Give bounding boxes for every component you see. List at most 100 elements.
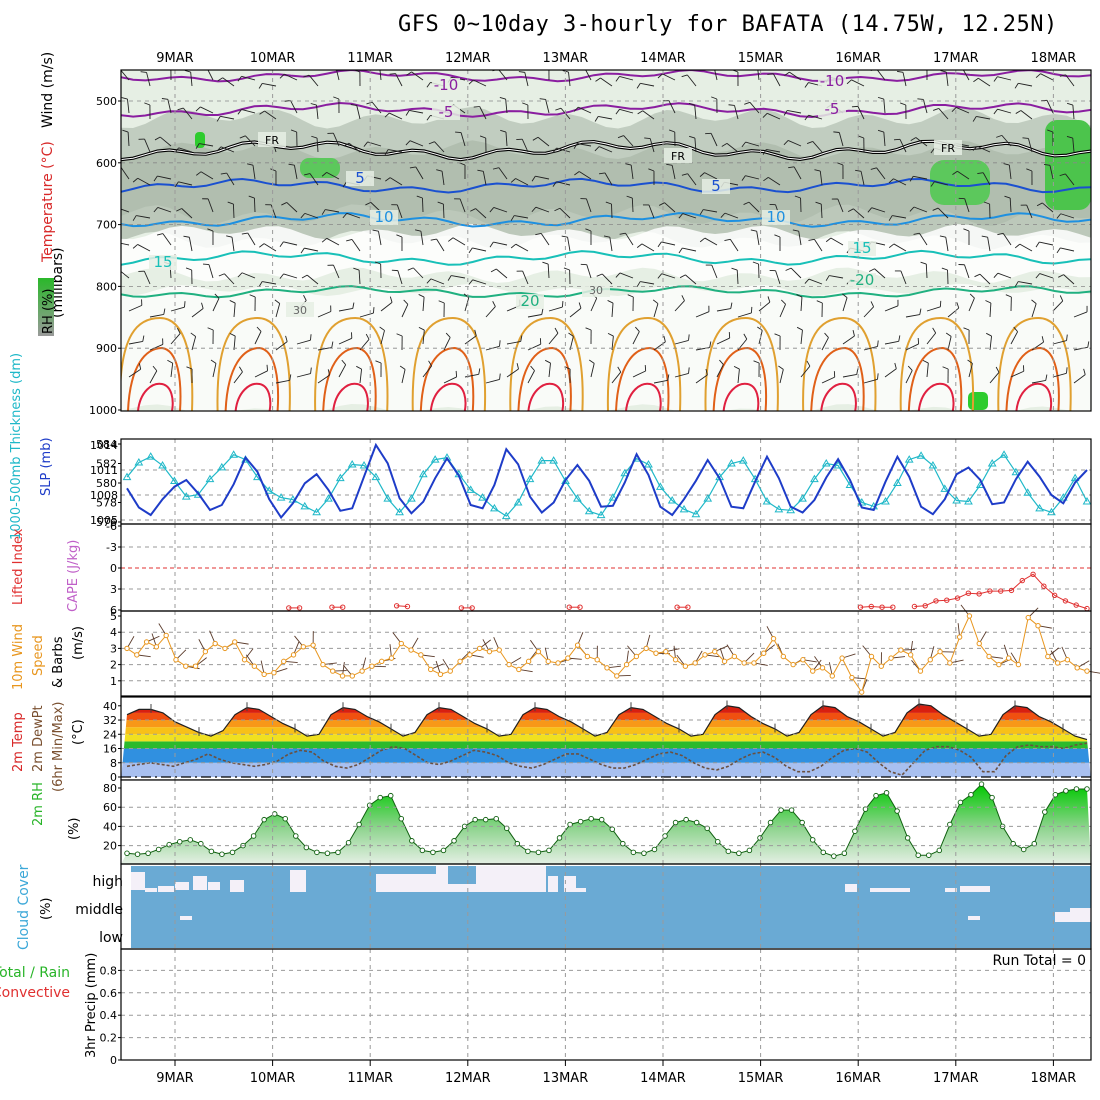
wind-barb [837, 198, 844, 213]
wind-barb [745, 175, 760, 180]
isotherm-minus10 [121, 70, 1091, 83]
wind10-point [143, 639, 150, 645]
wind-barb [190, 72, 193, 87]
wind10-point [604, 665, 610, 671]
wind-barb [121, 270, 130, 279]
wind10-point [956, 634, 963, 640]
top-date-label: 13MAR [543, 51, 589, 66]
wind-barb-flag [594, 146, 600, 152]
wind-barb [757, 70, 760, 81]
wind-barb [389, 177, 403, 186]
rh-point [904, 835, 911, 841]
wind10-point [907, 652, 914, 658]
temp-plot-area [121, 698, 1091, 778]
wind-barb-flag [784, 71, 790, 76]
isotherm-minus5 [121, 101, 1091, 119]
pressure-tick: 1000 [89, 404, 117, 417]
wind-barb-flag [1004, 195, 1011, 199]
temp-contour-35 [1015, 382, 1053, 411]
wind10-point [672, 657, 679, 663]
temp-contour-35 [917, 382, 955, 411]
cloud-block [290, 870, 306, 892]
wind-barb [422, 330, 425, 345]
wind-barb [121, 208, 130, 213]
wind-barb-flag [815, 201, 822, 205]
wind10-point [398, 640, 404, 647]
wind10-point [153, 644, 160, 650]
rh-point [282, 815, 288, 822]
wind-barb [819, 171, 823, 186]
rh-point [778, 807, 784, 813]
wind-barb [464, 297, 470, 312]
wind-barb [333, 132, 340, 147]
wind-barb [997, 76, 1012, 81]
wind-barb-flag [824, 332, 829, 338]
lifted-index-point [1051, 592, 1058, 598]
wind-barb-flag [510, 178, 516, 183]
pressure-tick: 600 [96, 157, 117, 170]
wind-barb-flag [492, 301, 496, 307]
wind-barb [585, 198, 592, 213]
wind-barb [662, 73, 676, 81]
thickness-point [371, 472, 381, 481]
wind-barb-flag [201, 67, 207, 68]
rh-tick: 40 [103, 820, 117, 833]
wind-barb [284, 73, 298, 81]
wind10-label-1: 10m Wind [11, 624, 26, 690]
wind-barb [913, 206, 928, 213]
wind10-point [888, 655, 894, 661]
wind-barb-flag [780, 299, 786, 305]
wind-barb [326, 237, 340, 246]
rh-point [883, 790, 890, 796]
thickness-point [407, 494, 416, 502]
wind-barb-flag [167, 359, 173, 364]
thickness-point [205, 474, 215, 483]
wind-barb-flag [258, 281, 263, 287]
wind-barb [1072, 105, 1075, 120]
wind-barb [884, 340, 899, 345]
wind-barb [396, 204, 403, 219]
temperature-axis-label: Temperature (°C) [40, 141, 56, 263]
wind-barb-flag [445, 332, 451, 338]
wind-barb-flag [220, 172, 227, 175]
wind-barb [982, 172, 991, 186]
wind-barb-flag [785, 267, 792, 271]
wind-barb-flag [636, 281, 641, 287]
wind-barb-flag [266, 364, 268, 371]
wind-barb [178, 147, 193, 153]
wind-barb-flag [942, 366, 949, 370]
thickness-point [608, 493, 618, 501]
wind-barb-flag [530, 365, 535, 371]
temp-band [121, 705, 1091, 713]
wind-barb [537, 136, 550, 147]
thickness-point [644, 459, 653, 468]
contour-label: FR [671, 150, 685, 163]
cloud-level-low: low [99, 930, 123, 946]
wind-barb [1052, 340, 1067, 345]
rh-point [145, 850, 151, 857]
upper-air-panel: -10 -5 FR 5 10 15 20 30 -10 -5 FR 5 10 15 -20 30 FR 500 60… [38, 52, 1092, 417]
contour-label-bg [346, 171, 374, 186]
wind-barb-flag [574, 171, 580, 176]
temp-contour-25 [411, 316, 487, 411]
contour-label: 30 [293, 304, 307, 317]
wind-barb-flag [350, 104, 357, 106]
cloud-block [1070, 908, 1091, 912]
temp-contour-25 [509, 316, 584, 411]
wind-barb [333, 264, 340, 279]
wind-barb-flag [499, 340, 501, 347]
wind-barb-flag [384, 149, 389, 155]
thickness-point [181, 492, 191, 500]
wind-barb-flag [239, 135, 246, 139]
rh-point [1084, 786, 1090, 792]
wind-barb-flag [825, 275, 830, 281]
top-date-label: 9MAR [156, 51, 193, 66]
wind-barb [905, 370, 913, 384]
contour-label-bg [762, 210, 790, 225]
wind-barb-flag [573, 143, 578, 149]
wind-barb [191, 336, 197, 351]
wind-barb [170, 306, 185, 312]
contour-label-bg [664, 148, 692, 163]
wind10-point [320, 661, 326, 668]
